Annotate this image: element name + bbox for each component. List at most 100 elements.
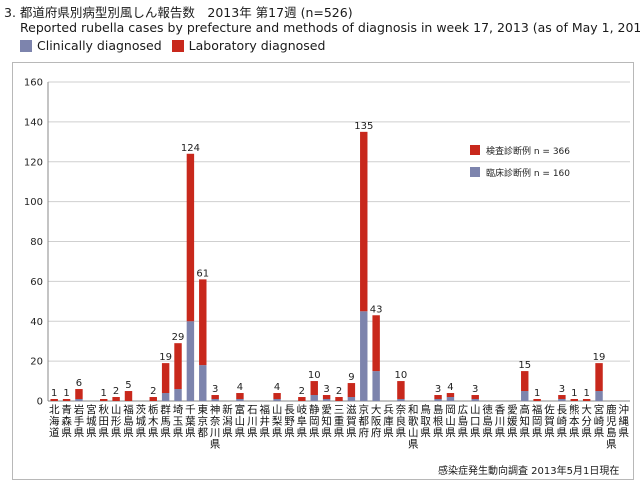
- x-tick-label: 秋: [98, 403, 109, 416]
- bar-value-label: 4: [237, 382, 243, 393]
- bar-laboratory: [347, 383, 356, 398]
- x-tick-label: 媛: [507, 415, 518, 428]
- x-tick-label: 良: [396, 415, 407, 428]
- bar-value-label: 4: [274, 382, 280, 393]
- x-tick-label: 馬: [160, 416, 171, 428]
- y-tick-label: 0: [37, 397, 43, 408]
- bar-value-label: 9: [348, 372, 354, 383]
- bar-laboratory: [211, 395, 219, 400]
- x-tick-label: 葉: [185, 415, 196, 428]
- bar-value-label: 19: [593, 352, 606, 363]
- bar-value-label: 124: [181, 143, 200, 154]
- x-tick-label: 山: [235, 416, 246, 428]
- x-tick-label: 本: [569, 415, 580, 428]
- bar-value-label: 10: [395, 370, 408, 381]
- x-tick-label: 県: [408, 439, 419, 451]
- bar-clinical: [397, 399, 405, 401]
- x-tick-label: 県: [259, 427, 270, 439]
- inner-legend-swatch-clinical: [470, 167, 480, 177]
- x-tick-label: 県: [284, 427, 295, 439]
- x-tick-label: 島: [606, 426, 617, 439]
- x-tick-label: 県: [185, 427, 196, 439]
- bar-value-label: 135: [354, 121, 373, 132]
- x-tick-label: 県: [297, 427, 308, 439]
- x-tick-label: 田: [98, 416, 109, 428]
- x-tick-label: 岡: [445, 404, 456, 416]
- bar-laboratory: [174, 343, 182, 390]
- x-tick-label: 城: [86, 416, 97, 428]
- x-tick-label: 県: [321, 427, 332, 439]
- inner-legend-label-laboratory: 検査診断例 n = 366: [486, 145, 570, 157]
- x-tick-label: 縄: [619, 415, 630, 428]
- bar-clinical: [236, 399, 244, 401]
- x-tick-label: 島: [433, 403, 444, 416]
- x-tick-label: 森: [61, 415, 72, 428]
- x-tick-label: 福: [532, 403, 543, 416]
- x-tick-label: 奈: [396, 403, 407, 416]
- x-tick-label: 愛: [321, 403, 332, 416]
- x-tick-label: 長: [284, 404, 295, 416]
- legend-item-clinical: Clinically diagnosed: [20, 38, 162, 53]
- x-tick-label: 川: [495, 416, 506, 428]
- x-tick-label: 県: [544, 427, 555, 439]
- y-tick-label: 160: [24, 78, 43, 89]
- x-tick-label: 県: [482, 427, 493, 439]
- legend-swatch-clinical: [20, 39, 32, 52]
- x-tick-label: 県: [123, 427, 134, 439]
- bar-value-label: 6: [76, 378, 82, 389]
- bar-value-label: 1: [571, 388, 577, 399]
- x-tick-label: 県: [470, 427, 481, 439]
- x-tick-label: 歌: [408, 415, 419, 428]
- x-tick-label: 大: [371, 403, 382, 416]
- bar-clinical: [211, 399, 219, 401]
- x-tick-label: 県: [495, 427, 506, 439]
- x-tick-label: 富: [235, 403, 246, 416]
- bar-clinical: [360, 311, 368, 401]
- x-tick-label: 井: [259, 415, 270, 428]
- x-tick-label: 分: [581, 416, 592, 428]
- x-tick-label: 玉: [173, 416, 184, 428]
- x-tick-label: 阪: [371, 415, 382, 428]
- bar-clinical: [161, 393, 170, 401]
- bar-clinical: [372, 371, 380, 401]
- x-tick-label: 賀: [544, 416, 555, 428]
- bar-value-label: 3: [435, 384, 441, 395]
- x-tick-label: 千: [185, 404, 196, 416]
- bar-laboratory: [372, 315, 380, 372]
- x-tick-label: 岐: [297, 403, 308, 416]
- x-tick-label: 県: [148, 427, 159, 439]
- x-tick-label: 群: [160, 403, 171, 416]
- y-tick-label: 40: [30, 317, 43, 328]
- x-tick-label: 高: [519, 403, 530, 416]
- x-tick-label: 川: [247, 416, 258, 428]
- bar-clinical: [75, 399, 83, 401]
- x-tick-label: 県: [433, 427, 444, 439]
- bar-value-label: 2: [150, 386, 156, 397]
- bar-laboratory: [199, 279, 207, 366]
- bar-laboratory: [298, 397, 306, 401]
- x-tick-label: 山: [272, 404, 283, 416]
- x-tick-label: 川: [210, 427, 221, 439]
- bar-laboratory: [521, 371, 529, 392]
- x-tick-label: 口: [470, 416, 481, 428]
- bar-laboratory: [446, 393, 455, 398]
- bar-laboratory: [62, 399, 71, 401]
- bar-clinical: [174, 389, 182, 401]
- bar-clinical: [521, 391, 529, 401]
- x-tick-label: 県: [309, 427, 320, 439]
- x-tick-label: 県: [581, 427, 592, 439]
- x-tick-label: 熊: [569, 403, 580, 416]
- x-tick-label: 山: [445, 416, 456, 428]
- bar-laboratory: [75, 389, 83, 400]
- bar-laboratory: [112, 397, 120, 401]
- bar-clinical: [595, 391, 603, 401]
- bar-clinical: [273, 399, 281, 401]
- bar-laboratory: [273, 393, 281, 400]
- x-tick-label: 県: [86, 427, 97, 439]
- bar-laboratory: [533, 399, 541, 401]
- x-tick-label: 兵: [383, 403, 394, 416]
- x-tick-label: 阜: [297, 415, 308, 428]
- y-tick-label: 100: [24, 197, 43, 208]
- chart-frame: [12, 62, 634, 480]
